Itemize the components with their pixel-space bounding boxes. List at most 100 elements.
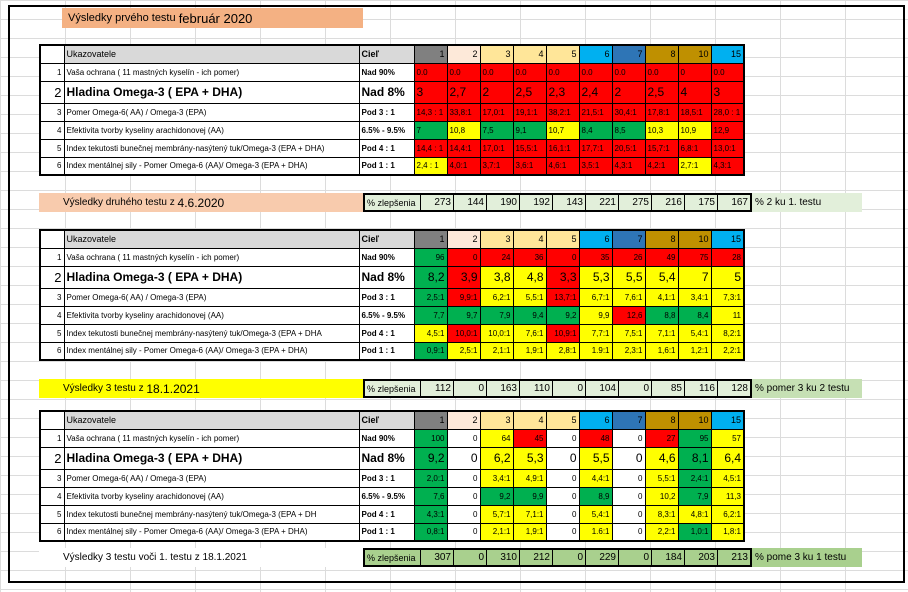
value-cell[interactable]: 13,0:1 — [710, 138, 745, 158]
value-cell[interactable]: 17,0:1 — [479, 102, 514, 122]
value-cell[interactable]: 2 — [611, 80, 646, 104]
value-cell[interactable]: 0.0 — [710, 62, 745, 82]
value-cell[interactable]: 8,4 — [677, 305, 712, 325]
value-cell[interactable]: 95 — [677, 428, 712, 448]
value-cell[interactable]: 2,5 — [644, 80, 679, 104]
value-cell[interactable]: 10,3 — [644, 120, 679, 140]
value-cell[interactable]: 2,7 — [446, 80, 481, 104]
value-cell[interactable]: 2,4 : 1 — [413, 156, 448, 176]
value-cell[interactable]: 2,4 — [578, 80, 613, 104]
value-cell[interactable]: 7 — [677, 265, 712, 289]
value-cell[interactable]: 1.6:1 — [578, 522, 613, 542]
summary-value[interactable]: 229 — [585, 550, 618, 565]
summary-value[interactable]: 192 — [519, 195, 552, 210]
summary-value[interactable]: 212 — [519, 550, 552, 565]
value-cell[interactable]: 2,7:1 — [677, 156, 712, 176]
value-cell[interactable]: 2,1:1 — [479, 522, 514, 542]
value-cell[interactable]: 3,9 — [446, 265, 481, 289]
value-cell[interactable]: 7 — [413, 120, 448, 140]
value-cell[interactable]: 7,6:1 — [512, 323, 547, 343]
value-cell[interactable]: 1,6:1 — [644, 341, 679, 361]
value-cell[interactable]: 3,8 — [479, 265, 514, 289]
summary-value[interactable]: 307 — [420, 550, 453, 565]
value-cell[interactable]: 0 — [611, 504, 646, 524]
summary-value[interactable]: 104 — [585, 381, 618, 396]
value-cell[interactable]: 10,0:1 — [479, 323, 514, 343]
value-cell[interactable]: 30,4:1 — [611, 102, 646, 122]
value-cell[interactable]: 1,0:1 — [677, 522, 712, 542]
summary-value[interactable]: 0 — [453, 381, 486, 396]
value-cell[interactable]: 0 — [446, 504, 481, 524]
value-cell[interactable]: 7,6 — [413, 486, 448, 506]
value-cell[interactable]: 0 — [446, 247, 481, 267]
value-cell[interactable]: 10,0:1 — [446, 323, 481, 343]
value-cell[interactable]: 96 — [413, 247, 448, 267]
value-cell[interactable]: 45 — [512, 428, 547, 448]
value-cell[interactable]: 9,2 — [413, 446, 448, 470]
value-cell[interactable]: 0 — [611, 522, 646, 542]
value-cell[interactable]: 35 — [578, 247, 613, 267]
value-cell[interactable]: 10,8 — [446, 120, 481, 140]
value-cell[interactable]: 1,9:1 — [512, 522, 547, 542]
value-cell[interactable]: 5,5:1 — [644, 468, 679, 488]
value-cell[interactable]: 49 — [644, 247, 679, 267]
value-cell[interactable]: 4,5:1 — [413, 323, 448, 343]
value-cell[interactable]: 6,7:1 — [578, 287, 613, 307]
summary-value[interactable]: 184 — [651, 550, 684, 565]
value-cell[interactable]: 12,9 — [710, 120, 745, 140]
value-cell[interactable]: 18,5:1 — [677, 102, 712, 122]
value-cell[interactable]: 7,1:1 — [644, 323, 679, 343]
value-cell[interactable]: 2,2:1 — [644, 522, 679, 542]
value-cell[interactable]: 8,4 — [578, 120, 613, 140]
value-cell[interactable]: 10,9:1 — [545, 323, 580, 343]
value-cell[interactable]: 2,1:1 — [479, 341, 514, 361]
value-cell[interactable]: 4,3:1 — [710, 156, 745, 176]
value-cell[interactable]: 0 — [446, 522, 481, 542]
value-cell[interactable]: 16,1:1 — [545, 138, 580, 158]
summary-value[interactable]: 116 — [684, 381, 717, 396]
value-cell[interactable]: 5,4:1 — [677, 323, 712, 343]
value-cell[interactable]: 48 — [578, 428, 613, 448]
value-cell[interactable]: 5,3 — [512, 446, 547, 470]
summary-value[interactable]: 213 — [717, 550, 750, 565]
value-cell[interactable]: 4,6 — [644, 446, 679, 470]
value-cell[interactable]: 1.9:1 — [578, 341, 613, 361]
value-cell[interactable]: 57 — [710, 428, 745, 448]
value-cell[interactable]: 0.0 — [611, 62, 646, 82]
value-cell[interactable]: 11,3 — [710, 486, 745, 506]
value-cell[interactable]: 0,9:1 — [413, 341, 448, 361]
value-cell[interactable]: 8,8 — [644, 305, 679, 325]
value-cell[interactable]: 7,9 — [479, 305, 514, 325]
value-cell[interactable]: 10,2 — [644, 486, 679, 506]
value-cell[interactable]: 0.0 — [413, 62, 448, 82]
value-cell[interactable]: 9,1 — [512, 120, 547, 140]
value-cell[interactable]: 2,3:1 — [611, 341, 646, 361]
value-cell[interactable]: 0.0 — [578, 62, 613, 82]
value-cell[interactable]: 3,3 — [545, 265, 580, 289]
value-cell[interactable]: 2,5 — [512, 80, 547, 104]
value-cell[interactable]: 0 — [545, 247, 580, 267]
value-cell[interactable]: 6,4 — [710, 446, 745, 470]
value-cell[interactable]: 8,2:1 — [710, 323, 745, 343]
value-cell[interactable]: 7,9 — [677, 486, 712, 506]
value-cell[interactable]: 0.0 — [512, 62, 547, 82]
value-cell[interactable]: 2,5:1 — [413, 287, 448, 307]
value-cell[interactable]: 0 — [446, 486, 481, 506]
value-cell[interactable]: 0 — [446, 468, 481, 488]
value-cell[interactable]: 8,9 — [578, 486, 613, 506]
value-cell[interactable]: 0.0 — [479, 62, 514, 82]
summary-value[interactable]: 110 — [519, 381, 552, 396]
value-cell[interactable]: 6,8:1 — [677, 138, 712, 158]
value-cell[interactable]: 1,9:1 — [512, 341, 547, 361]
value-cell[interactable]: 5,3 — [578, 265, 613, 289]
value-cell[interactable]: 9,2 — [545, 305, 580, 325]
value-cell[interactable]: 2,5:1 — [446, 341, 481, 361]
value-cell[interactable]: 4 — [677, 80, 712, 104]
value-cell[interactable]: 36 — [512, 247, 547, 267]
summary-value[interactable]: 175 — [684, 195, 717, 210]
value-cell[interactable]: 9,7 — [446, 305, 481, 325]
value-cell[interactable]: 4,9:1 — [512, 468, 547, 488]
summary-value[interactable]: 190 — [486, 195, 519, 210]
value-cell[interactable]: 0 — [611, 446, 646, 470]
value-cell[interactable]: 20,5:1 — [611, 138, 646, 158]
